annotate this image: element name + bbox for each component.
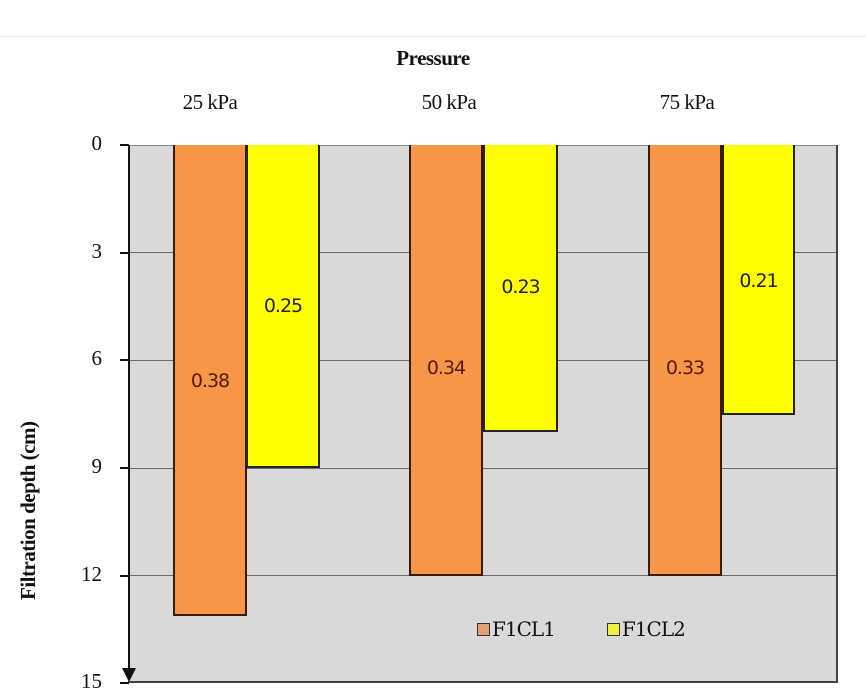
data-label: 0.23 [501, 276, 540, 298]
bar-f1cl2-50kpa: 0.23 [483, 145, 558, 432]
legend-label: F1CL1 [492, 617, 556, 641]
data-label: 0.34 [426, 357, 466, 379]
y-tick [120, 575, 129, 577]
y-tick [120, 682, 129, 684]
category-label-25kpa: 25 kPa [182, 90, 238, 114]
y-tick-label-3: 3 [91, 239, 103, 263]
bar-f1cl1-75kpa: 0.33 [648, 145, 722, 576]
legend-swatch-yellow-icon [606, 622, 620, 636]
y-tick [120, 359, 129, 361]
down-arrow-icon [122, 668, 136, 682]
legend: F1CL1 F1CL2 [477, 617, 686, 641]
category-label-75kpa: 75 kPa [659, 90, 715, 114]
bar-f1cl1-25kpa: 0.38 [173, 145, 247, 616]
legend-swatch-orange-icon [477, 622, 490, 636]
data-label: 0.38 [190, 370, 230, 392]
legend-item-f1cl2: F1CL2 [606, 617, 686, 641]
data-label: 0.33 [665, 357, 705, 379]
y-tick-label-0: 0 [91, 131, 103, 155]
data-label: 0.25 [263, 295, 303, 317]
y-tick [120, 144, 129, 146]
bar-f1cl1-50kpa: 0.34 [409, 145, 483, 576]
top-divider [0, 36, 866, 37]
legend-label: F1CL2 [621, 617, 686, 641]
y-tick-label-9: 9 [91, 454, 103, 478]
y-axis-title: Filtration depth (cm) [16, 421, 40, 600]
y-tick-label-6: 6 [91, 346, 103, 370]
y-tick [120, 467, 129, 469]
chart-title: Pressure [396, 46, 470, 70]
data-label: 0.21 [739, 270, 778, 292]
y-tick-label-15: 15 [81, 669, 102, 693]
y-tick [120, 252, 129, 254]
bar-f1cl2-75kpa: 0.21 [722, 145, 795, 415]
y-axis-line [128, 145, 130, 679]
category-label-50kpa: 50 kPa [421, 90, 477, 114]
y-tick-label-12: 12 [81, 562, 102, 586]
legend-item-f1cl1: F1CL1 [477, 617, 556, 641]
bar-f1cl2-25kpa: 0.25 [246, 145, 320, 468]
